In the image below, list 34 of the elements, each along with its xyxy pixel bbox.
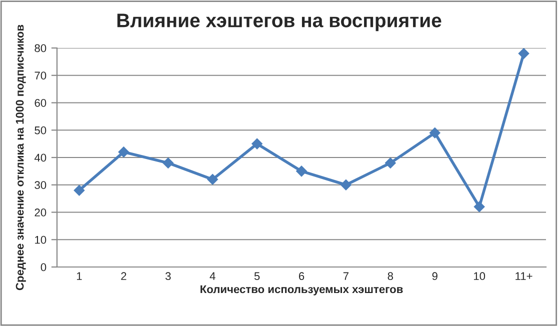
point xyxy=(74,184,85,196)
x-tick-label: 7 xyxy=(343,272,348,280)
y-axis-title: Среднее значение отклика на 1000 подписчиков xyxy=(16,24,26,290)
point xyxy=(384,158,396,168)
x-tick-label: 9 xyxy=(432,272,438,280)
x-tick-label: 10 xyxy=(474,272,486,280)
y-tick-label: 40 xyxy=(34,154,46,162)
y-tick-label: 50 xyxy=(34,126,46,134)
point xyxy=(474,201,485,212)
chart-title: Влияние хэштегов на восприятие xyxy=(117,14,442,32)
y-tick-label: 70 xyxy=(34,72,46,80)
x-tick-label: 6 xyxy=(298,272,304,280)
y-tick-label: 80 xyxy=(34,44,46,52)
y-tick-label: 20 xyxy=(34,208,46,216)
point xyxy=(429,127,440,138)
y-tick-label: 60 xyxy=(34,99,46,107)
x-tick-label: 1 xyxy=(76,272,82,280)
x-tick-label: 2 xyxy=(121,272,126,280)
x-tick-label: 11+ xyxy=(516,272,532,280)
x-tick-label: 4 xyxy=(210,272,216,280)
x-axis-title: Количество используемых хэштегов xyxy=(200,285,403,296)
y-tick-label: 0 xyxy=(40,263,46,272)
point xyxy=(118,146,130,158)
y-tick-label: 10 xyxy=(35,236,46,244)
point xyxy=(162,158,174,168)
y-tick-label: 30 xyxy=(34,181,46,190)
x-tick-label: 3 xyxy=(165,272,171,280)
point xyxy=(340,179,352,190)
x-tick-label: 8 xyxy=(388,272,394,280)
point xyxy=(252,138,262,150)
x-tick-label: 5 xyxy=(254,272,260,280)
point xyxy=(518,48,530,59)
point xyxy=(207,174,218,185)
point xyxy=(296,166,307,177)
